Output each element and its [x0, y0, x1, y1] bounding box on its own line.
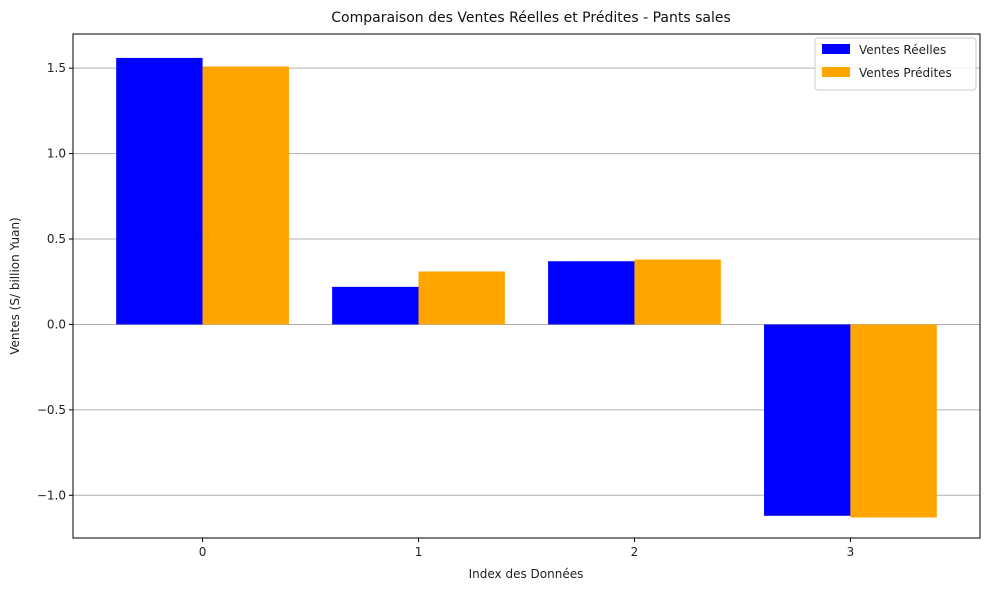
x-tick-label: 0 [199, 545, 207, 559]
y-tick-label: 1.0 [47, 147, 66, 161]
x-tick-label: 1 [415, 545, 423, 559]
x-tick-label: 3 [847, 545, 855, 559]
bar-predicted-2 [634, 259, 721, 325]
y-tick-label: 0.5 [47, 232, 66, 246]
legend-box [814, 37, 977, 91]
bar-actual-1 [332, 286, 419, 325]
x-tick-label: 2 [631, 545, 639, 559]
bar-predicted-3 [850, 324, 937, 518]
y-axis: −1.0 −0.5 0.0 0.5 1.0 1.5 [37, 61, 73, 502]
y-tick-label: −0.5 [37, 403, 66, 417]
legend: Ventes Réelles Ventes Prédites [814, 37, 977, 91]
bar-actual-0 [116, 57, 203, 325]
y-tick-label: −1.0 [37, 488, 66, 502]
y-axis-label: Ventes (S/ billion Yuan) [8, 217, 22, 355]
bar-predicted-1 [418, 271, 505, 325]
bar-actual-2 [548, 261, 635, 325]
plot-frame [72, 33, 981, 539]
bar-predicted-0 [202, 66, 289, 325]
x-axis-label: Index des Données [469, 567, 584, 581]
x-axis: 0 1 2 3 [199, 538, 854, 559]
legend-swatch-predicted [822, 67, 850, 77]
y-tick-label: 0.0 [47, 317, 66, 331]
legend-label-predicted: Ventes Prédites [859, 66, 952, 80]
bars [116, 57, 937, 518]
bar-actual-3 [764, 324, 851, 516]
legend-swatch-actual [822, 44, 850, 54]
legend-label-actual: Ventes Réelles [859, 43, 946, 57]
chart-title: Comparaison des Ventes Réelles et Prédit… [331, 10, 731, 26]
y-tick-label: 1.5 [47, 61, 66, 75]
